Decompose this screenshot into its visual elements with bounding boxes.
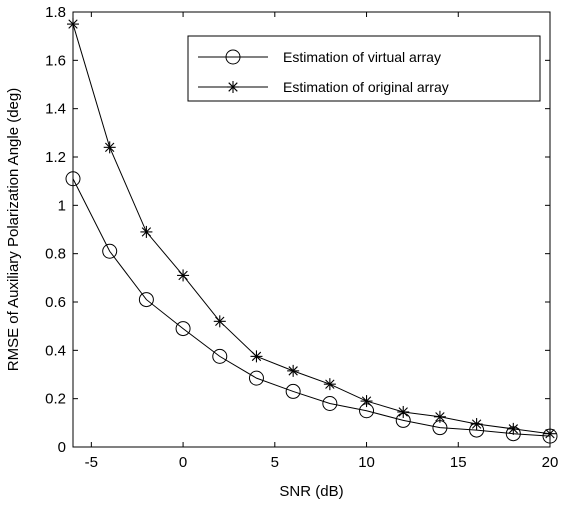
circle-marker: [138, 292, 154, 308]
asterisk-stroke: [141, 227, 152, 237]
y-tick-label: 0.6: [45, 294, 66, 311]
asterisk-marker: [227, 81, 239, 93]
x-tick-label: 10: [358, 454, 375, 471]
y-tick-label: 1.4: [45, 101, 66, 118]
asterisk-stroke: [178, 270, 188, 281]
y-tick-label: 0.4: [45, 342, 66, 359]
y-tick-label: 1.6: [45, 52, 66, 69]
asterisk-marker: [250, 350, 263, 363]
asterisk-stroke: [288, 366, 298, 376]
y-tick-label: 0.2: [45, 391, 66, 408]
y-axis-title: RMSE of Auxiliary Polarization Angle (de…: [5, 88, 22, 371]
asterisk-marker: [213, 315, 226, 328]
circle-marker: [102, 243, 118, 259]
asterisk-stroke: [228, 82, 238, 92]
y-tick-label: 0.8: [45, 246, 66, 263]
asterisk-stroke: [105, 142, 115, 153]
asterisk-stroke: [435, 412, 445, 422]
circle-marker: [175, 321, 191, 337]
asterisk-stroke: [398, 407, 408, 417]
series-lines: [72, 23, 551, 437]
y-axis: 0 0.2 0.4 0.6 0.8 1 1.2 1.4 1.6 1.8: [45, 4, 550, 456]
y-tick-label: 0: [58, 439, 66, 456]
legend-box: [187, 35, 541, 102]
circle-marker: [285, 383, 301, 399]
asterisk-marker: [177, 269, 190, 282]
asterisk-marker: [67, 18, 79, 31]
asterisk-marker: [140, 225, 153, 238]
asterisk-stroke: [471, 419, 482, 429]
asterisk-marker: [544, 427, 556, 440]
asterisk-stroke: [251, 351, 262, 362]
series-markers: [65, 18, 558, 444]
asterisk-marker: [433, 410, 446, 423]
circle-marker: [212, 348, 228, 364]
asterisk-stroke: [215, 316, 225, 327]
asterisk-stroke: [325, 379, 335, 389]
y-tick-label: 1.2: [45, 149, 66, 166]
circle-marker: [225, 49, 241, 65]
asterisk-stroke: [508, 424, 518, 434]
series-line-0: [72, 178, 551, 437]
y-tick-label: 1: [58, 197, 66, 214]
x-axis: -5 0 5 10 15 20: [85, 12, 559, 471]
asterisk-marker: [287, 364, 300, 377]
asterisk-marker: [360, 395, 373, 408]
x-tick-label: 0: [179, 454, 187, 471]
asterisk-stroke: [68, 19, 78, 29]
legend: Estimation of virtual array Estimation of…: [187, 35, 541, 102]
asterisk-marker: [323, 378, 336, 391]
circle-marker: [248, 370, 264, 386]
x-tick-label: 5: [271, 454, 279, 471]
circle-marker: [65, 171, 81, 187]
legend-entry-label: Estimation of virtual array: [283, 49, 441, 65]
asterisk-stroke: [545, 429, 555, 439]
legend-entry-label: Estimation of original array: [283, 79, 449, 95]
x-axis-title: SNR (dB): [279, 483, 343, 500]
x-tick-label: 15: [450, 454, 467, 471]
asterisk-marker: [470, 418, 483, 431]
asterisk-stroke: [361, 396, 372, 406]
asterisk-marker: [507, 422, 520, 435]
asterisk-marker: [103, 141, 116, 154]
x-tick-label: -5: [85, 454, 98, 471]
y-tick-label: 1.8: [45, 4, 66, 21]
x-tick-label: 20: [542, 454, 559, 471]
circle-marker: [322, 396, 338, 411]
asterisk-marker: [397, 405, 410, 418]
series-line-1: [72, 23, 551, 435]
